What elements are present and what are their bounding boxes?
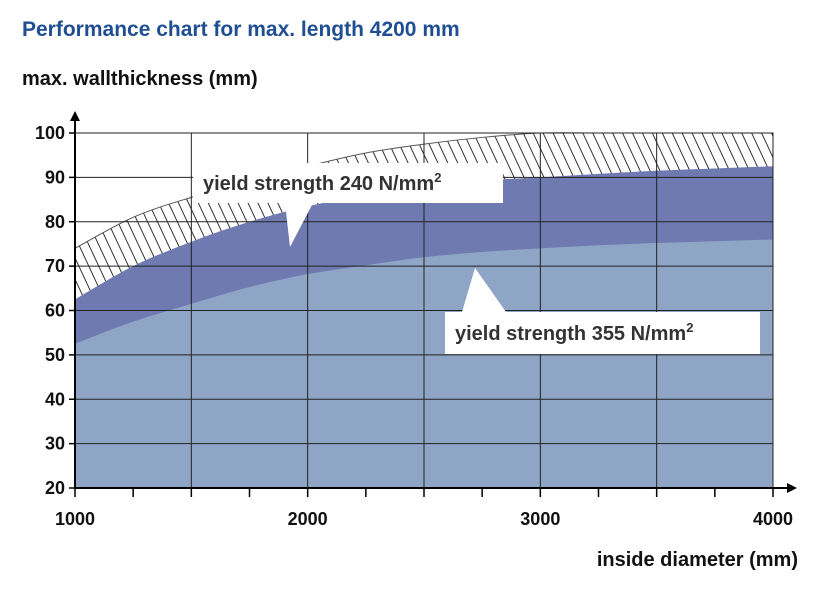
y-tick-label-70: 70 xyxy=(45,256,65,276)
callout-superscript: 2 xyxy=(434,170,441,185)
x-axis-arrow-icon xyxy=(787,483,797,493)
callout-text: yield strength 355 N/mm xyxy=(455,323,686,345)
y-tick-label-20: 20 xyxy=(45,478,65,498)
callout-label-0: yield strength 240 N/mm2 xyxy=(203,170,441,195)
callout-text: yield strength 240 N/mm xyxy=(203,173,434,195)
y-axis-arrow-icon xyxy=(70,111,80,121)
callout-superscript: 2 xyxy=(686,320,693,335)
callout-box-1 xyxy=(445,312,760,354)
chart-title: Performance chart for max. length 4200 m… xyxy=(22,18,460,41)
y-tick-label-90: 90 xyxy=(45,167,65,187)
y-axis-label: max. wallthickness (mm) xyxy=(22,68,258,90)
callout-pointer-0 xyxy=(285,203,313,247)
x-tick-label-2000: 2000 xyxy=(288,509,328,529)
y-tick-label-50: 50 xyxy=(45,345,65,365)
y-tick-label-30: 30 xyxy=(45,434,65,454)
x-tick-label-4000: 4000 xyxy=(753,509,793,529)
x-tick-label-3000: 3000 xyxy=(520,509,560,529)
y-tick-label-100: 100 xyxy=(35,123,65,143)
callout-box-0 xyxy=(193,163,503,203)
callout-label-1: yield strength 355 N/mm2 xyxy=(455,320,693,345)
callout-pointer-1 xyxy=(462,268,506,312)
x-tick-label-1000: 1000 xyxy=(55,509,95,529)
y-tick-label-80: 80 xyxy=(45,212,65,232)
y-tick-label-60: 60 xyxy=(45,301,65,321)
x-axis-label: inside diameter (mm) xyxy=(596,549,798,571)
y-tick-label-40: 40 xyxy=(45,389,65,409)
